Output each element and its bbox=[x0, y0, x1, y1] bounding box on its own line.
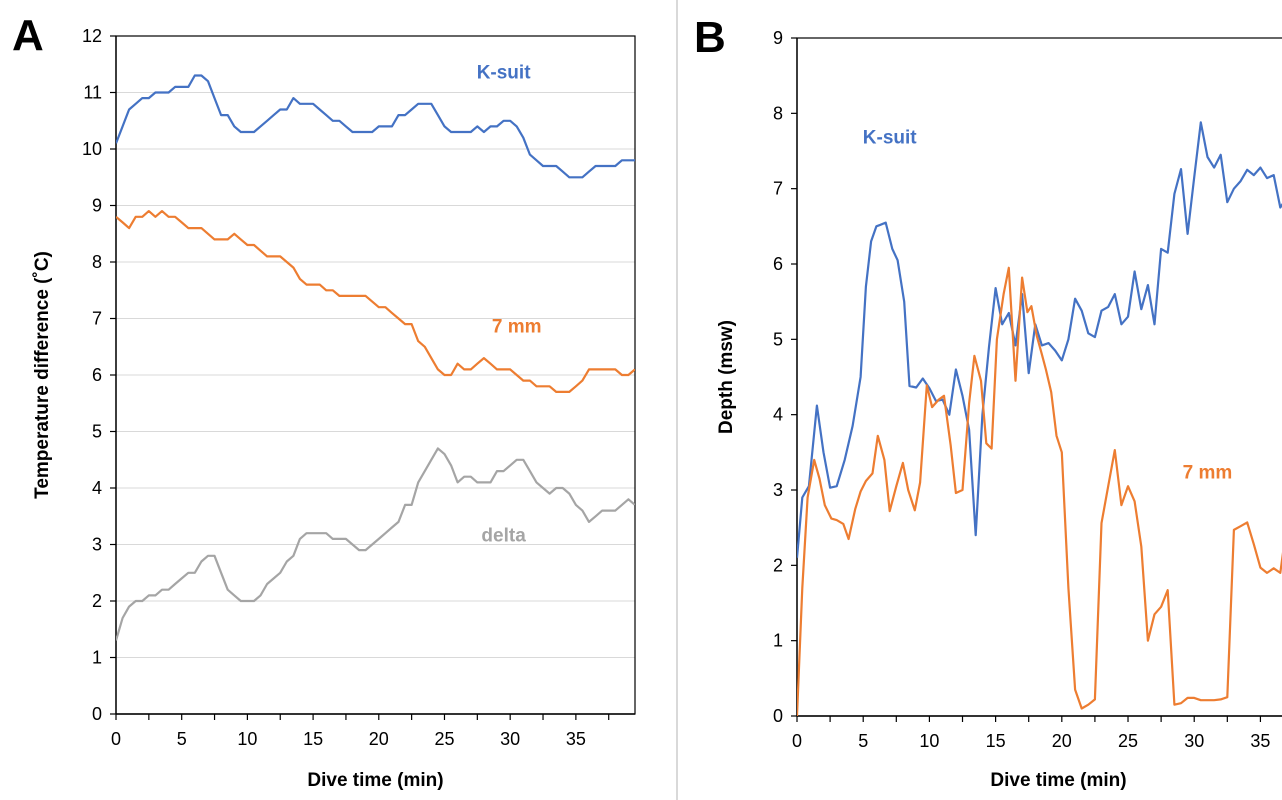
x-tick-label: 10 bbox=[237, 729, 257, 749]
x-tick-label: 20 bbox=[369, 729, 389, 749]
y-axis-title: Temperature difference (˚C) bbox=[32, 251, 53, 499]
y-tick-label: 4 bbox=[92, 478, 102, 498]
y-tick-label: 1 bbox=[773, 631, 783, 651]
y-tick-label: 4 bbox=[773, 405, 783, 425]
y-tick-label: 10 bbox=[82, 139, 102, 159]
y-tick-label: 6 bbox=[773, 254, 783, 274]
y-tick-label: 6 bbox=[92, 365, 102, 385]
y-tick-label: 11 bbox=[83, 83, 102, 103]
y-tick-label: 0 bbox=[773, 706, 783, 726]
x-tick-label: 25 bbox=[434, 729, 454, 749]
x-tick-label: 30 bbox=[1184, 731, 1204, 751]
series-line-7-mm bbox=[116, 210, 635, 393]
series-label-k-suit: K-suit bbox=[863, 127, 918, 148]
y-tick-label: 9 bbox=[773, 28, 783, 48]
chart-panel-b: 0 1 2 3 4 5 6 7 8 9 0 5 10 15 20 25 30 35 Dive time (min) D… bbox=[680, 0, 1282, 800]
series-line-k-suit bbox=[797, 121, 1282, 558]
panel-letter-b: B bbox=[694, 13, 726, 62]
y-tick-label: 5 bbox=[773, 329, 783, 349]
x-tick-label: 35 bbox=[1250, 731, 1270, 751]
x-tick-label: 0 bbox=[792, 731, 802, 751]
y-tick-label: 7 bbox=[92, 309, 102, 329]
y-tick-label: 2 bbox=[773, 555, 783, 575]
series-line-k-suit bbox=[116, 74, 635, 179]
x-axis-title: Dive time (min) bbox=[990, 770, 1126, 791]
chart-panel-a: 0 1 2 3 4 5 6 7 8 9 10 11 12 0 5 10 15 20 25 30 35 Dive time … bbox=[12, 11, 636, 791]
y-tick-label: 9 bbox=[92, 196, 102, 216]
y-tick-label: 2 bbox=[92, 591, 102, 611]
y-axis-title: Depth (msw) bbox=[716, 320, 737, 434]
y-tick-label: 8 bbox=[92, 252, 102, 272]
x-tick-label: 15 bbox=[303, 729, 323, 749]
x-tick-label: 0 bbox=[111, 729, 121, 749]
series-line-delta bbox=[116, 447, 635, 641]
y-tick-label: 5 bbox=[92, 422, 102, 442]
x-tick-label: 30 bbox=[500, 729, 520, 749]
y-tick-label: 3 bbox=[92, 535, 102, 555]
panel-letter-a: A bbox=[12, 11, 44, 60]
x-tick-label: 15 bbox=[986, 731, 1006, 751]
panel-divider bbox=[676, 0, 678, 800]
depth-chart: 0 1 2 3 4 5 6 7 8 9 0 5 10 15 20 25 30 35 Dive time (min) D… bbox=[694, 13, 1282, 791]
x-tick-label: 25 bbox=[1118, 731, 1138, 751]
series-line-7-mm bbox=[797, 266, 1282, 717]
y-tick-label: 3 bbox=[773, 480, 783, 500]
y-tick-label: 7 bbox=[773, 179, 783, 199]
x-tick-label: 5 bbox=[858, 731, 868, 751]
series-label-k-suit: K-suit bbox=[477, 62, 532, 83]
y-tick-label: 12 bbox=[82, 26, 102, 46]
series-label-delta: delta bbox=[481, 526, 526, 547]
y-tick-label: 1 bbox=[92, 648, 102, 668]
x-tick-label: 35 bbox=[566, 729, 586, 749]
x-tick-label: 5 bbox=[177, 729, 187, 749]
y-tick-label: 8 bbox=[773, 103, 783, 123]
x-axis-title: Dive time (min) bbox=[307, 770, 443, 791]
x-tick-label: 10 bbox=[919, 731, 939, 751]
x-tick-label: 20 bbox=[1052, 731, 1072, 751]
y-tick-label: 0 bbox=[92, 704, 102, 724]
series-label-7-mm: 7 mm bbox=[1183, 463, 1233, 484]
series-label-7-mm: 7 mm bbox=[492, 317, 542, 338]
